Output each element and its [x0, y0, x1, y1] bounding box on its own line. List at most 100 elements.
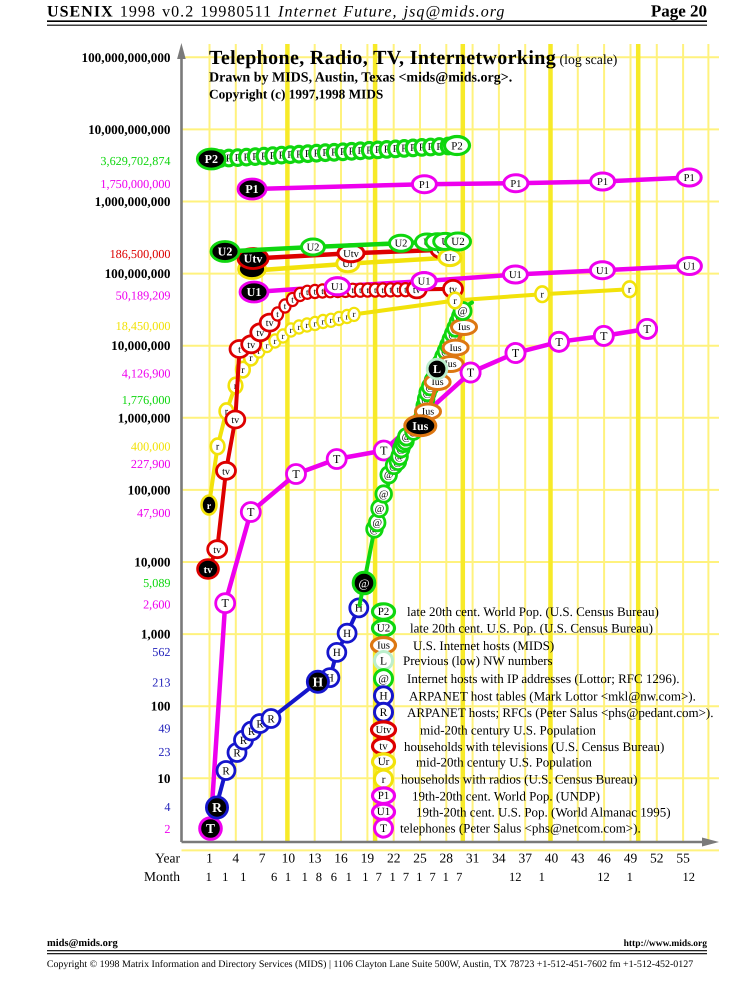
svg-text:t: t [396, 285, 399, 295]
svg-text:16: 16 [334, 851, 348, 866]
svg-text:P: P [314, 149, 320, 160]
svg-text:tv: tv [247, 340, 255, 351]
svg-text:r: r [274, 336, 277, 346]
svg-text:Ur: Ur [378, 756, 390, 768]
svg-text:R: R [240, 735, 248, 747]
svg-text:8: 8 [316, 870, 322, 884]
svg-text:Ur: Ur [444, 253, 456, 264]
svg-text:3,629,702,874: 3,629,702,874 [100, 154, 170, 168]
svg-text:100,000,000,000: 100,000,000,000 [81, 50, 170, 65]
svg-text:6: 6 [271, 870, 277, 884]
svg-text:2,600: 2,600 [143, 597, 170, 611]
svg-text:10: 10 [157, 771, 171, 786]
svg-text:U1: U1 [331, 282, 344, 293]
svg-text:U1: U1 [683, 262, 696, 273]
svg-text:213: 213 [152, 676, 170, 690]
svg-text:37: 37 [518, 851, 532, 866]
svg-text:t: t [351, 285, 354, 295]
svg-text:4: 4 [164, 800, 170, 814]
svg-text:t: t [321, 286, 324, 296]
svg-text:T: T [555, 335, 563, 349]
svg-text:P: P [243, 152, 249, 163]
svg-text:4: 4 [232, 851, 239, 866]
svg-text:P: P [419, 143, 425, 154]
svg-text:Utv: Utv [376, 725, 393, 736]
svg-text:7: 7 [403, 870, 409, 884]
svg-text:r: r [266, 340, 269, 350]
svg-text:5,089: 5,089 [143, 576, 170, 590]
svg-text:U2: U2 [307, 242, 320, 253]
svg-text:Month: Month [144, 869, 180, 884]
svg-text:1,000,000: 1,000,000 [118, 410, 171, 425]
svg-text:100,000: 100,000 [128, 482, 171, 497]
svg-text:U1: U1 [247, 285, 262, 299]
svg-text:U1: U1 [418, 277, 431, 288]
svg-text:t: t [359, 285, 362, 295]
svg-text:t: t [306, 287, 309, 297]
svg-text:t: t [366, 285, 369, 295]
svg-text:Ius: Ius [431, 377, 443, 388]
svg-text:t: t [374, 285, 377, 295]
svg-text:U1: U1 [596, 266, 609, 277]
svg-text:P: P [226, 153, 232, 164]
svg-text:1: 1 [302, 870, 308, 884]
svg-text:r: r [241, 365, 245, 376]
svg-text:r: r [290, 325, 293, 335]
svg-text:P: P [401, 144, 407, 155]
svg-text:P: P [296, 150, 302, 161]
svg-text:1: 1 [627, 870, 633, 884]
svg-text:t: t [299, 289, 302, 299]
svg-text:Telephone, Radio, TV, Internet: Telephone, Radio, TV, Internetworking (l… [209, 47, 617, 69]
svg-text:ARPANET host tables (Mark Lott: ARPANET host tables (Mark Lottor <mkl@nw… [409, 688, 696, 703]
svg-text:H: H [333, 647, 341, 659]
svg-text:T: T [333, 452, 341, 466]
svg-text:r: r [453, 296, 457, 307]
svg-text:R: R [267, 713, 275, 725]
svg-text:Utv: Utv [343, 249, 360, 260]
svg-text:P: P [357, 146, 363, 157]
svg-text:t: t [238, 345, 241, 356]
svg-text:r: r [298, 322, 301, 332]
svg-text:H: H [313, 674, 324, 689]
svg-text:R: R [222, 765, 230, 777]
svg-text:T: T [292, 467, 300, 481]
svg-text:400,000: 400,000 [131, 440, 171, 454]
svg-text:L: L [380, 655, 387, 667]
svg-text:P1: P1 [597, 177, 608, 188]
svg-text:t: t [382, 285, 385, 295]
svg-text:10,000: 10,000 [134, 555, 171, 570]
svg-text:Ur: Ur [342, 259, 354, 270]
svg-text:L: L [433, 362, 441, 376]
svg-text:T: T [380, 444, 388, 458]
svg-text:U2: U2 [377, 622, 390, 634]
svg-text:28: 28 [440, 851, 454, 866]
svg-text:1: 1 [362, 870, 368, 884]
svg-text:tv: tv [379, 741, 388, 753]
svg-text:19th-20th cent. World Pop. (UN: 19th-20th cent. World Pop. (UNDP) [412, 788, 600, 803]
svg-text:R: R [233, 747, 241, 759]
svg-text:50,189,209: 50,189,209 [116, 289, 171, 303]
svg-text:tv: tv [413, 285, 421, 296]
svg-text:10,000,000: 10,000,000 [111, 338, 171, 353]
svg-text:@: @ [402, 432, 412, 443]
svg-text:tv: tv [222, 466, 230, 477]
svg-text:P: P [287, 150, 293, 161]
svg-text:Copyright (c) 1997,1998 MIDS: Copyright (c) 1997,1998 MIDS [209, 87, 383, 102]
svg-text:T: T [467, 366, 475, 380]
svg-text:t: t [291, 294, 294, 304]
svg-text:P: P [384, 145, 390, 156]
svg-text:T: T [512, 346, 520, 360]
svg-text:1: 1 [389, 870, 395, 884]
svg-text:1: 1 [285, 870, 291, 884]
svg-text:t: t [284, 301, 287, 311]
svg-text:1: 1 [206, 851, 213, 866]
svg-text:tv: tv [266, 318, 274, 329]
svg-text:P: P [375, 145, 381, 156]
svg-text:22: 22 [387, 851, 401, 866]
svg-text:13: 13 [308, 851, 322, 866]
svg-text:U2: U2 [451, 236, 464, 248]
svg-text:52: 52 [650, 851, 664, 866]
svg-text:25: 25 [413, 851, 427, 866]
svg-text:1,000,000,000: 1,000,000,000 [95, 194, 171, 209]
svg-text:Ius: Ius [377, 641, 390, 652]
